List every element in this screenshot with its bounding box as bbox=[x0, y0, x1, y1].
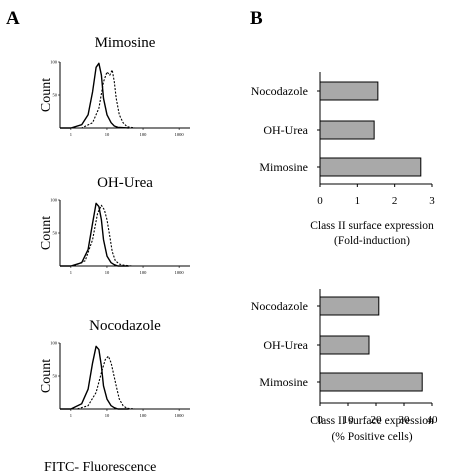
x-tick-label: 20 bbox=[371, 414, 383, 426]
histogram-title: Mimosine bbox=[95, 35, 156, 51]
count-axis-label: Count bbox=[39, 359, 54, 393]
histogram-2: OH-Urea Count 100 50 1 10 100 1000 bbox=[39, 175, 190, 275]
histogram-3: Nocodazole Count 100 50 1 10 100 1000 bbox=[39, 318, 190, 418]
x-tick-label: 3 bbox=[429, 195, 435, 207]
x-tick-label: 1000 bbox=[175, 270, 185, 275]
bar-oh-urea bbox=[319, 335, 370, 355]
y-tick-label: 50 bbox=[53, 231, 58, 236]
histogram-title: OH-Urea bbox=[97, 175, 153, 191]
bar-chart-2: 0 10 20 30 40 Nocodazole OH-Urea Mimosine Class … bbox=[251, 289, 438, 443]
category-label: Nocodazole bbox=[251, 84, 308, 98]
bar-panels: 0 1 2 3 Nocodazole OH-Urea Mimosine Class II su… bbox=[251, 72, 438, 443]
category-label: Nocodazole bbox=[251, 299, 308, 313]
x-tick-label: 10 bbox=[105, 132, 110, 137]
bar-mimosine bbox=[319, 157, 422, 177]
count-axis-label: Count bbox=[39, 216, 54, 250]
x-axis-label-line-1: Class II surface expression bbox=[310, 415, 434, 427]
x-axis-label-line-1: Class II surface expression bbox=[310, 220, 434, 232]
y-tick-label: 100 bbox=[50, 198, 58, 203]
x-axis-label-line-2: (Fold-induction) bbox=[334, 235, 410, 247]
y-tick-label: 100 bbox=[50, 341, 58, 346]
x-tick-label: 0 bbox=[317, 414, 323, 426]
histogram-curve-dashed bbox=[60, 204, 133, 267]
x-tick-label: 1 bbox=[70, 413, 72, 418]
histogram-curve-dashed bbox=[60, 355, 136, 410]
x-tick-label: 100 bbox=[140, 132, 148, 137]
x-tick-label: 1000 bbox=[175, 132, 185, 137]
x-tick-label: 1 bbox=[70, 270, 72, 275]
bar-chart-1: 0 1 2 3 Nocodazole OH-Urea Mimosine Class II su… bbox=[251, 72, 435, 247]
x-tick-label: 30 bbox=[399, 414, 411, 426]
histogram-curve-solid bbox=[60, 202, 129, 267]
histogram-title: Nocodazole bbox=[89, 318, 161, 334]
bar-mimosine bbox=[319, 372, 423, 392]
x-tick-label: 100 bbox=[140, 270, 148, 275]
x-tick-label: 1 bbox=[70, 132, 72, 137]
x-tick-label: 10 bbox=[105, 270, 110, 275]
count-axis-label: Count bbox=[39, 78, 54, 112]
category-label: OH-Urea bbox=[263, 123, 308, 137]
x-tick-label: 2 bbox=[392, 195, 398, 207]
histogram-curve-dashed bbox=[60, 69, 136, 129]
category-label: Mimosine bbox=[259, 160, 308, 174]
x-tick-label: 40 bbox=[427, 414, 439, 426]
bar-nocodazole bbox=[319, 296, 380, 316]
panel-letter-a: A bbox=[6, 8, 20, 29]
x-tick-label: 1000 bbox=[175, 413, 185, 418]
x-axis-label-line-2: (% Positive cells) bbox=[331, 431, 412, 443]
histogram-1: Mimosine Count 100 50 1 10 100 1000 bbox=[39, 35, 190, 137]
y-tick-label: 50 bbox=[53, 93, 58, 98]
category-label: Mimosine bbox=[259, 375, 308, 389]
bar-oh-urea bbox=[319, 120, 375, 140]
panel-letter-b: B bbox=[250, 8, 263, 29]
y-tick-label: 100 bbox=[50, 60, 58, 65]
category-label: OH-Urea bbox=[263, 338, 308, 352]
bar-nocodazole bbox=[319, 81, 379, 101]
x-tick-label: 0 bbox=[317, 195, 323, 207]
histogram-curve-solid bbox=[60, 62, 129, 129]
y-tick-label: 50 bbox=[53, 374, 58, 379]
histogram-panels: Mimosine Count 100 50 1 10 100 1000 OH-Urea Count… bbox=[39, 35, 190, 418]
panel-a-xlabel: FITC- Fluorescence bbox=[44, 460, 156, 475]
x-tick-label: 10 bbox=[105, 413, 110, 418]
x-tick-label: 100 bbox=[140, 413, 148, 418]
x-tick-label: 10 bbox=[343, 414, 355, 426]
histogram-curve-solid bbox=[60, 345, 129, 410]
x-tick-label: 1 bbox=[355, 195, 361, 207]
